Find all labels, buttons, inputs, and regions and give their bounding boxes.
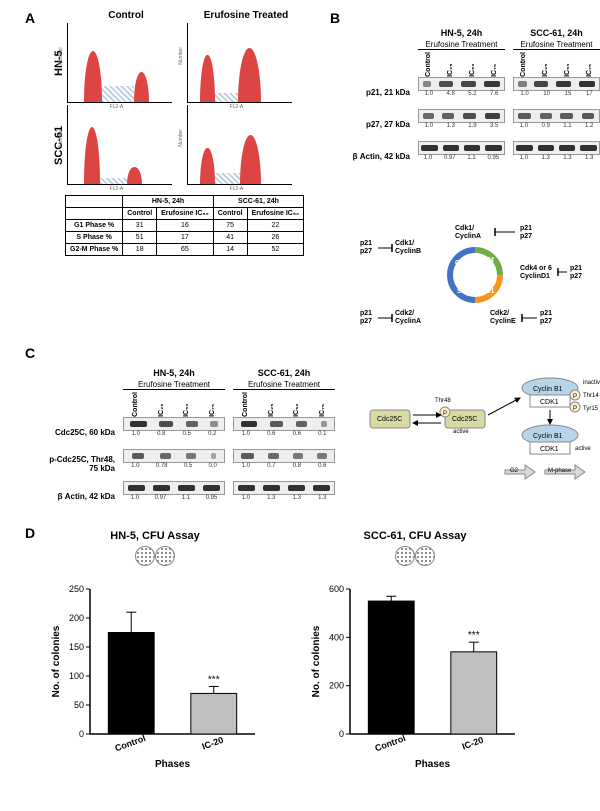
panel-d: HN-5, CFU Assay 0 50 100 150 200 250 Control **… bbox=[45, 530, 595, 772]
svg-text:Cdc25C: Cdc25C bbox=[452, 416, 477, 423]
svg-text:***: *** bbox=[468, 630, 480, 641]
svg-text:Cdk2/: Cdk2/ bbox=[490, 310, 509, 317]
western-blot-b: p21, 21 kDap27, 27 kDaβ Actin, 42 kDaHN-… bbox=[340, 28, 600, 173]
svg-text:200: 200 bbox=[329, 681, 344, 691]
svg-text:CyclinA: CyclinA bbox=[395, 318, 421, 325]
bar-chart: SCC-61, CFU Assay 0 200 400 600 Control *** IC… bbox=[305, 530, 525, 772]
svg-text:Control: Control bbox=[113, 733, 146, 753]
chart-title: HN-5, CFU Assay bbox=[45, 530, 265, 542]
svg-text:200: 200 bbox=[69, 613, 84, 623]
table-subheader: Control bbox=[123, 208, 157, 220]
svg-text:50: 50 bbox=[74, 700, 84, 710]
table-header: SCC-61, 24h bbox=[213, 196, 303, 208]
svg-text:0: 0 bbox=[339, 729, 344, 739]
svg-text:inactive: inactive bbox=[583, 380, 600, 386]
svg-text:p21: p21 bbox=[570, 265, 582, 272]
panel-a: Control Erufosine Treated HN-5 FL2-ANumb… bbox=[45, 10, 305, 256]
bar-chart: HN-5, CFU Assay 0 50 100 150 200 250 Control **… bbox=[45, 530, 265, 772]
svg-text:CyclinB: CyclinB bbox=[395, 248, 421, 255]
svg-text:Cdc25C: Cdc25C bbox=[377, 416, 402, 423]
svg-text:IC-20: IC-20 bbox=[201, 735, 225, 752]
petri-icon bbox=[415, 546, 435, 566]
svg-text:p27: p27 bbox=[540, 318, 552, 325]
svg-text:p27: p27 bbox=[360, 318, 372, 325]
svg-text:Thr14: Thr14 bbox=[583, 393, 599, 399]
figure-container: A Control Erufosine Treated HN-5 FL2-ANu… bbox=[10, 10, 590, 800]
histogram-grid: Control Erufosine Treated HN-5 FL2-ANumb… bbox=[45, 10, 305, 185]
svg-text:CDK1: CDK1 bbox=[540, 446, 559, 453]
svg-text:M-phase: M-phase bbox=[548, 468, 572, 474]
svg-text:Control: Control bbox=[373, 733, 406, 753]
svg-text:p21: p21 bbox=[540, 310, 552, 317]
svg-text:p21: p21 bbox=[360, 240, 372, 247]
svg-text:150: 150 bbox=[69, 642, 84, 652]
svg-text:active: active bbox=[575, 446, 591, 452]
svg-text:Phases: Phases bbox=[155, 759, 190, 769]
svg-text:G1: G1 bbox=[485, 288, 494, 295]
svg-text:Tyr15: Tyr15 bbox=[583, 406, 599, 412]
svg-text:Cyclin B1: Cyclin B1 bbox=[533, 386, 563, 393]
svg-text:P: P bbox=[573, 394, 577, 400]
svg-text:M: M bbox=[488, 257, 494, 264]
svg-text:CyclinE: CyclinE bbox=[490, 318, 516, 325]
svg-text:CDK1: CDK1 bbox=[540, 399, 559, 406]
panel-d-label: D bbox=[25, 525, 35, 541]
svg-text:p21: p21 bbox=[520, 225, 532, 232]
svg-text:CyclinA: CyclinA bbox=[455, 233, 481, 240]
svg-text:0: 0 bbox=[79, 729, 84, 739]
histogram-scc-treated: FL2-ANumber bbox=[187, 105, 292, 185]
svg-text:p27: p27 bbox=[520, 233, 532, 240]
svg-text:Cdk2/: Cdk2/ bbox=[395, 310, 414, 317]
panel-b-label: B bbox=[330, 10, 340, 26]
svg-text:S: S bbox=[457, 288, 462, 295]
panel-b: p21, 21 kDap27, 27 kDaβ Actin, 42 kDaHN-… bbox=[340, 10, 600, 173]
svg-text:100: 100 bbox=[69, 671, 84, 681]
histogram-scc-control: FL2-ANumber bbox=[67, 105, 172, 185]
chart-title: SCC-61, CFU Assay bbox=[305, 530, 525, 542]
western-blot-c: Cdc25C, 60 kDap-Cdc25C, Thr48, 75 kDaβ A… bbox=[45, 368, 335, 513]
svg-text:250: 250 bbox=[69, 584, 84, 594]
phase-table-body: G1 Phase %31167522S Phase %51174126G2-M … bbox=[66, 220, 304, 256]
svg-text:Cdk4 or 6: Cdk4 or 6 bbox=[520, 265, 552, 272]
svg-text:600: 600 bbox=[329, 584, 344, 594]
svg-text:p27: p27 bbox=[360, 248, 372, 255]
svg-text:P: P bbox=[443, 411, 447, 417]
svg-text:Cdk1/: Cdk1/ bbox=[455, 225, 474, 232]
panel-a-label: A bbox=[25, 10, 35, 26]
table-subheader: Control bbox=[213, 208, 247, 220]
svg-text:active: active bbox=[453, 429, 469, 435]
svg-text:***: *** bbox=[208, 674, 220, 685]
svg-text:p27: p27 bbox=[570, 273, 582, 280]
svg-text:G2: G2 bbox=[455, 260, 464, 267]
svg-text:Thr48: Thr48 bbox=[435, 398, 451, 404]
panel-c-label: C bbox=[25, 345, 35, 361]
svg-text:P: P bbox=[573, 406, 577, 412]
cdc25c-pathway-diagram: Cdc25C Cdc25C active P Thr48 Cyclin B1 C… bbox=[365, 370, 600, 480]
cell-cycle-diagram: M G1 S G2 Cdk1/CyclinA p21p27 Cdk1/Cycli… bbox=[360, 220, 590, 330]
svg-text:Cyclin B1: Cyclin B1 bbox=[533, 433, 563, 440]
svg-text:No. of colonies: No. of colonies bbox=[311, 625, 322, 697]
svg-text:IC-20: IC-20 bbox=[461, 735, 485, 752]
svg-text:No. of colonies: No. of colonies bbox=[51, 625, 62, 697]
table-header: HN-5, 24h bbox=[123, 196, 213, 208]
petri-icon bbox=[155, 546, 175, 566]
petri-icon bbox=[395, 546, 415, 566]
histogram-hn5-control: FL2-ANumber bbox=[67, 23, 172, 103]
petri-icon bbox=[135, 546, 155, 566]
table-subheader: Erufosine IC₅₀ bbox=[157, 208, 214, 220]
histogram-hn5-treated: FL2-ANumber bbox=[187, 23, 292, 103]
svg-text:400: 400 bbox=[329, 632, 344, 642]
svg-text:Phases: Phases bbox=[415, 759, 450, 769]
col-header-treated: Erufosine Treated bbox=[187, 10, 305, 21]
phase-table: HN-5, 24h SCC-61, 24h Control Erufosine … bbox=[65, 195, 304, 256]
svg-text:G2: G2 bbox=[510, 468, 519, 474]
panel-c: Cdc25C, 60 kDap-Cdc25C, Thr48, 75 kDaβ A… bbox=[45, 350, 595, 513]
svg-text:CyclinD1: CyclinD1 bbox=[520, 273, 550, 280]
col-header-control: Control bbox=[67, 10, 185, 21]
svg-text:Cdk1/: Cdk1/ bbox=[395, 240, 414, 247]
svg-text:p21: p21 bbox=[360, 310, 372, 317]
table-subheader: Erufosine IC₅₀ bbox=[247, 208, 304, 220]
